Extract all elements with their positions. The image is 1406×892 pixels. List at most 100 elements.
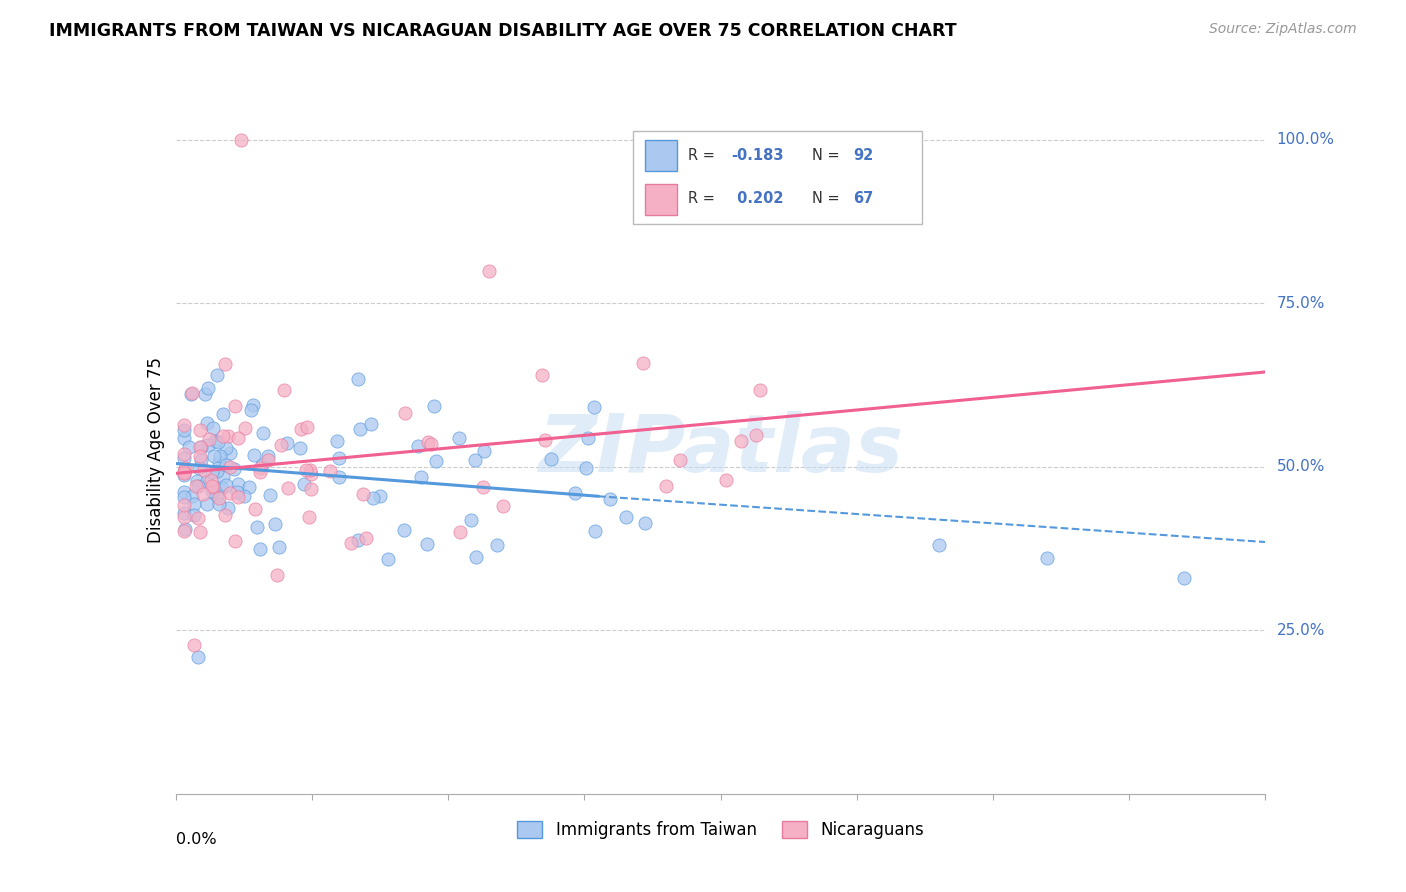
Point bbox=[187, 479, 209, 493]
Point bbox=[197, 474, 219, 488]
Point bbox=[195, 497, 218, 511]
Point bbox=[352, 487, 374, 501]
Point bbox=[238, 480, 260, 494]
Point bbox=[208, 491, 231, 505]
Point bbox=[233, 420, 256, 434]
Point bbox=[231, 133, 253, 147]
Point bbox=[212, 407, 235, 421]
Point bbox=[394, 406, 416, 420]
Point bbox=[583, 524, 606, 539]
Text: 50.0%: 50.0% bbox=[1277, 459, 1324, 475]
Legend: Immigrants from Taiwan, Nicaraguans: Immigrants from Taiwan, Nicaraguans bbox=[509, 813, 932, 847]
Point bbox=[214, 357, 236, 371]
Point bbox=[460, 513, 482, 527]
Point bbox=[297, 420, 319, 434]
Point bbox=[219, 486, 242, 500]
Point bbox=[204, 434, 226, 448]
Point bbox=[217, 429, 239, 443]
Point bbox=[202, 450, 225, 464]
Point bbox=[277, 481, 299, 495]
Point bbox=[299, 467, 322, 481]
Point bbox=[190, 449, 212, 463]
Point bbox=[252, 425, 274, 440]
Point bbox=[614, 510, 637, 524]
Point bbox=[425, 454, 447, 468]
Point bbox=[576, 431, 599, 445]
Point bbox=[201, 465, 224, 479]
Point bbox=[299, 482, 322, 496]
Point bbox=[422, 399, 444, 413]
Point bbox=[242, 398, 264, 412]
Point bbox=[202, 420, 225, 434]
Point bbox=[564, 486, 586, 500]
Point bbox=[354, 531, 377, 545]
Point bbox=[224, 399, 246, 413]
Point bbox=[188, 440, 211, 454]
Point bbox=[173, 509, 195, 524]
Point bbox=[233, 489, 256, 503]
Point bbox=[207, 434, 229, 449]
Point bbox=[173, 491, 195, 505]
Point bbox=[205, 489, 228, 503]
Point bbox=[449, 524, 471, 539]
Point bbox=[533, 433, 555, 447]
Point bbox=[212, 470, 235, 484]
Point bbox=[273, 384, 295, 398]
Point bbox=[377, 552, 399, 566]
Point bbox=[267, 540, 290, 554]
Point bbox=[288, 442, 311, 456]
Point bbox=[191, 487, 214, 501]
Point bbox=[205, 368, 228, 383]
Point bbox=[478, 263, 501, 277]
Point bbox=[540, 452, 562, 467]
Point bbox=[257, 453, 280, 467]
Point bbox=[208, 497, 231, 511]
Point bbox=[219, 446, 242, 460]
Point bbox=[222, 461, 245, 475]
Point bbox=[416, 537, 439, 551]
Point bbox=[1036, 551, 1059, 566]
Point bbox=[633, 355, 655, 369]
Point bbox=[360, 417, 382, 432]
Point bbox=[447, 431, 470, 445]
Point bbox=[217, 501, 239, 516]
Point bbox=[173, 431, 195, 445]
Point bbox=[173, 498, 195, 512]
Point bbox=[201, 480, 224, 494]
Point bbox=[464, 549, 486, 564]
Point bbox=[419, 436, 441, 450]
Point bbox=[226, 477, 249, 491]
Point bbox=[225, 485, 247, 500]
Point bbox=[295, 463, 318, 477]
Point bbox=[195, 417, 218, 431]
Point bbox=[249, 541, 271, 556]
Point bbox=[266, 568, 288, 582]
Point bbox=[464, 453, 486, 467]
Point bbox=[215, 477, 238, 491]
Point bbox=[485, 538, 508, 552]
Point bbox=[173, 446, 195, 460]
Point bbox=[264, 516, 287, 531]
Text: 100.0%: 100.0% bbox=[1277, 132, 1334, 147]
Point bbox=[183, 497, 205, 511]
Point bbox=[187, 511, 209, 525]
Point bbox=[745, 428, 768, 442]
Point bbox=[200, 473, 222, 487]
Point bbox=[208, 449, 231, 463]
Point bbox=[188, 525, 211, 540]
Point bbox=[201, 478, 224, 492]
Point bbox=[173, 417, 195, 432]
Point bbox=[349, 422, 371, 436]
Point bbox=[472, 444, 495, 458]
Point bbox=[411, 470, 433, 484]
Point bbox=[173, 468, 195, 483]
Text: IMMIGRANTS FROM TAIWAN VS NICARAGUAN DISABILITY AGE OVER 75 CORRELATION CHART: IMMIGRANTS FROM TAIWAN VS NICARAGUAN DIS… bbox=[49, 22, 957, 40]
Point bbox=[599, 491, 621, 506]
Point bbox=[575, 461, 598, 475]
Point bbox=[290, 422, 312, 436]
Point bbox=[173, 423, 195, 437]
Point bbox=[226, 490, 249, 504]
Point bbox=[249, 461, 271, 475]
Point bbox=[928, 538, 950, 552]
Point bbox=[319, 464, 342, 478]
